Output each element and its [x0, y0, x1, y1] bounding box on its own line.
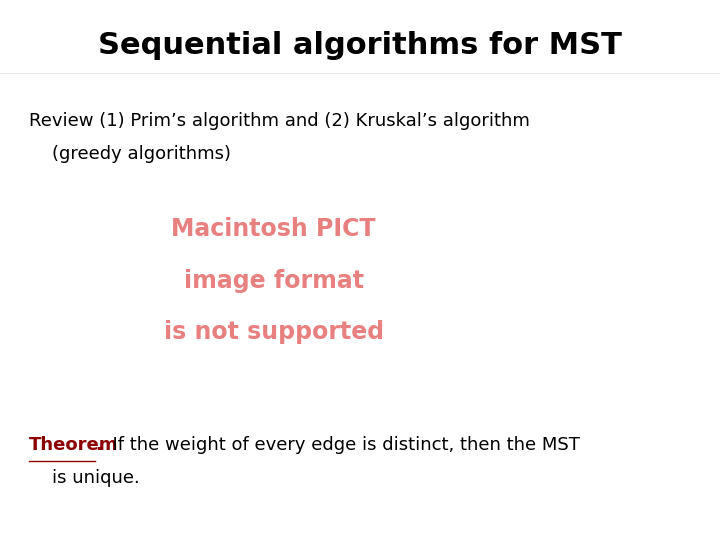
Text: .: .: [95, 436, 102, 455]
Text: Sequential algorithms for MST: Sequential algorithms for MST: [98, 31, 622, 60]
Text: Review (1) Prim’s algorithm and (2) Kruskal’s algorithm: Review (1) Prim’s algorithm and (2) Krus…: [29, 112, 530, 131]
Text: image format: image format: [184, 269, 364, 293]
Text: If the weight of every edge is distinct, then the MST: If the weight of every edge is distinct,…: [101, 436, 580, 455]
Text: Macintosh PICT: Macintosh PICT: [171, 218, 376, 241]
Text: is unique.: is unique.: [29, 469, 140, 487]
Text: is not supported: is not supported: [163, 320, 384, 344]
Text: (greedy algorithms): (greedy algorithms): [29, 145, 231, 163]
Text: Theorem: Theorem: [29, 436, 118, 455]
